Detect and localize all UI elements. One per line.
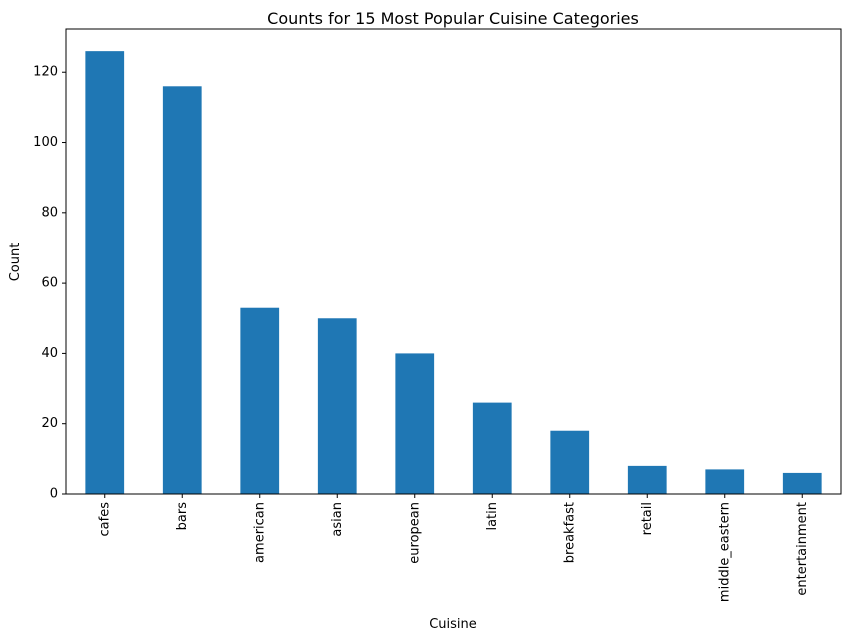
bar-retail xyxy=(627,465,667,494)
chart-title: Counts for 15 Most Popular Cuisine Categ… xyxy=(267,9,639,28)
x-tick-label: middle_eastern xyxy=(717,502,732,602)
x-axis-label: Cuisine xyxy=(429,617,477,632)
bar-asian xyxy=(317,318,357,494)
plot-frame xyxy=(65,28,842,495)
x-axis: cafes bars american asian european latin break… xyxy=(97,494,810,602)
bar-american xyxy=(240,307,280,494)
bar-latin xyxy=(472,402,512,494)
y-tick-label: 40 xyxy=(41,346,58,361)
x-tick-label: retail xyxy=(640,502,655,535)
bar-european xyxy=(395,353,435,494)
bar-entertainment xyxy=(782,472,822,494)
bar-breakfast xyxy=(550,430,590,494)
bar-cafes xyxy=(85,51,125,495)
y-tick-label: 60 xyxy=(41,276,58,291)
bar-bars xyxy=(162,86,202,494)
x-tick-label: breakfast xyxy=(562,502,577,563)
bar-middle_eastern xyxy=(705,469,745,494)
x-tick-label: cafes xyxy=(97,502,112,537)
x-tick-label: asian xyxy=(330,502,345,537)
y-tick-label: 20 xyxy=(41,416,58,431)
y-tick-label: 120 xyxy=(33,65,58,80)
x-tick-label: latin xyxy=(485,502,500,531)
x-tick-label: entertainment xyxy=(795,502,810,596)
y-axis: 0 20 40 60 80 100 120 xyxy=(33,65,66,502)
y-tick-label: 80 xyxy=(41,205,58,220)
y-tick-label: 0 xyxy=(50,487,58,502)
bars-group xyxy=(85,51,822,495)
x-tick-label: bars xyxy=(175,502,190,531)
y-axis-label: Count xyxy=(8,243,23,282)
y-tick-label: 100 xyxy=(33,135,58,150)
x-tick-label: european xyxy=(407,502,422,564)
x-tick-label: american xyxy=(252,502,267,563)
